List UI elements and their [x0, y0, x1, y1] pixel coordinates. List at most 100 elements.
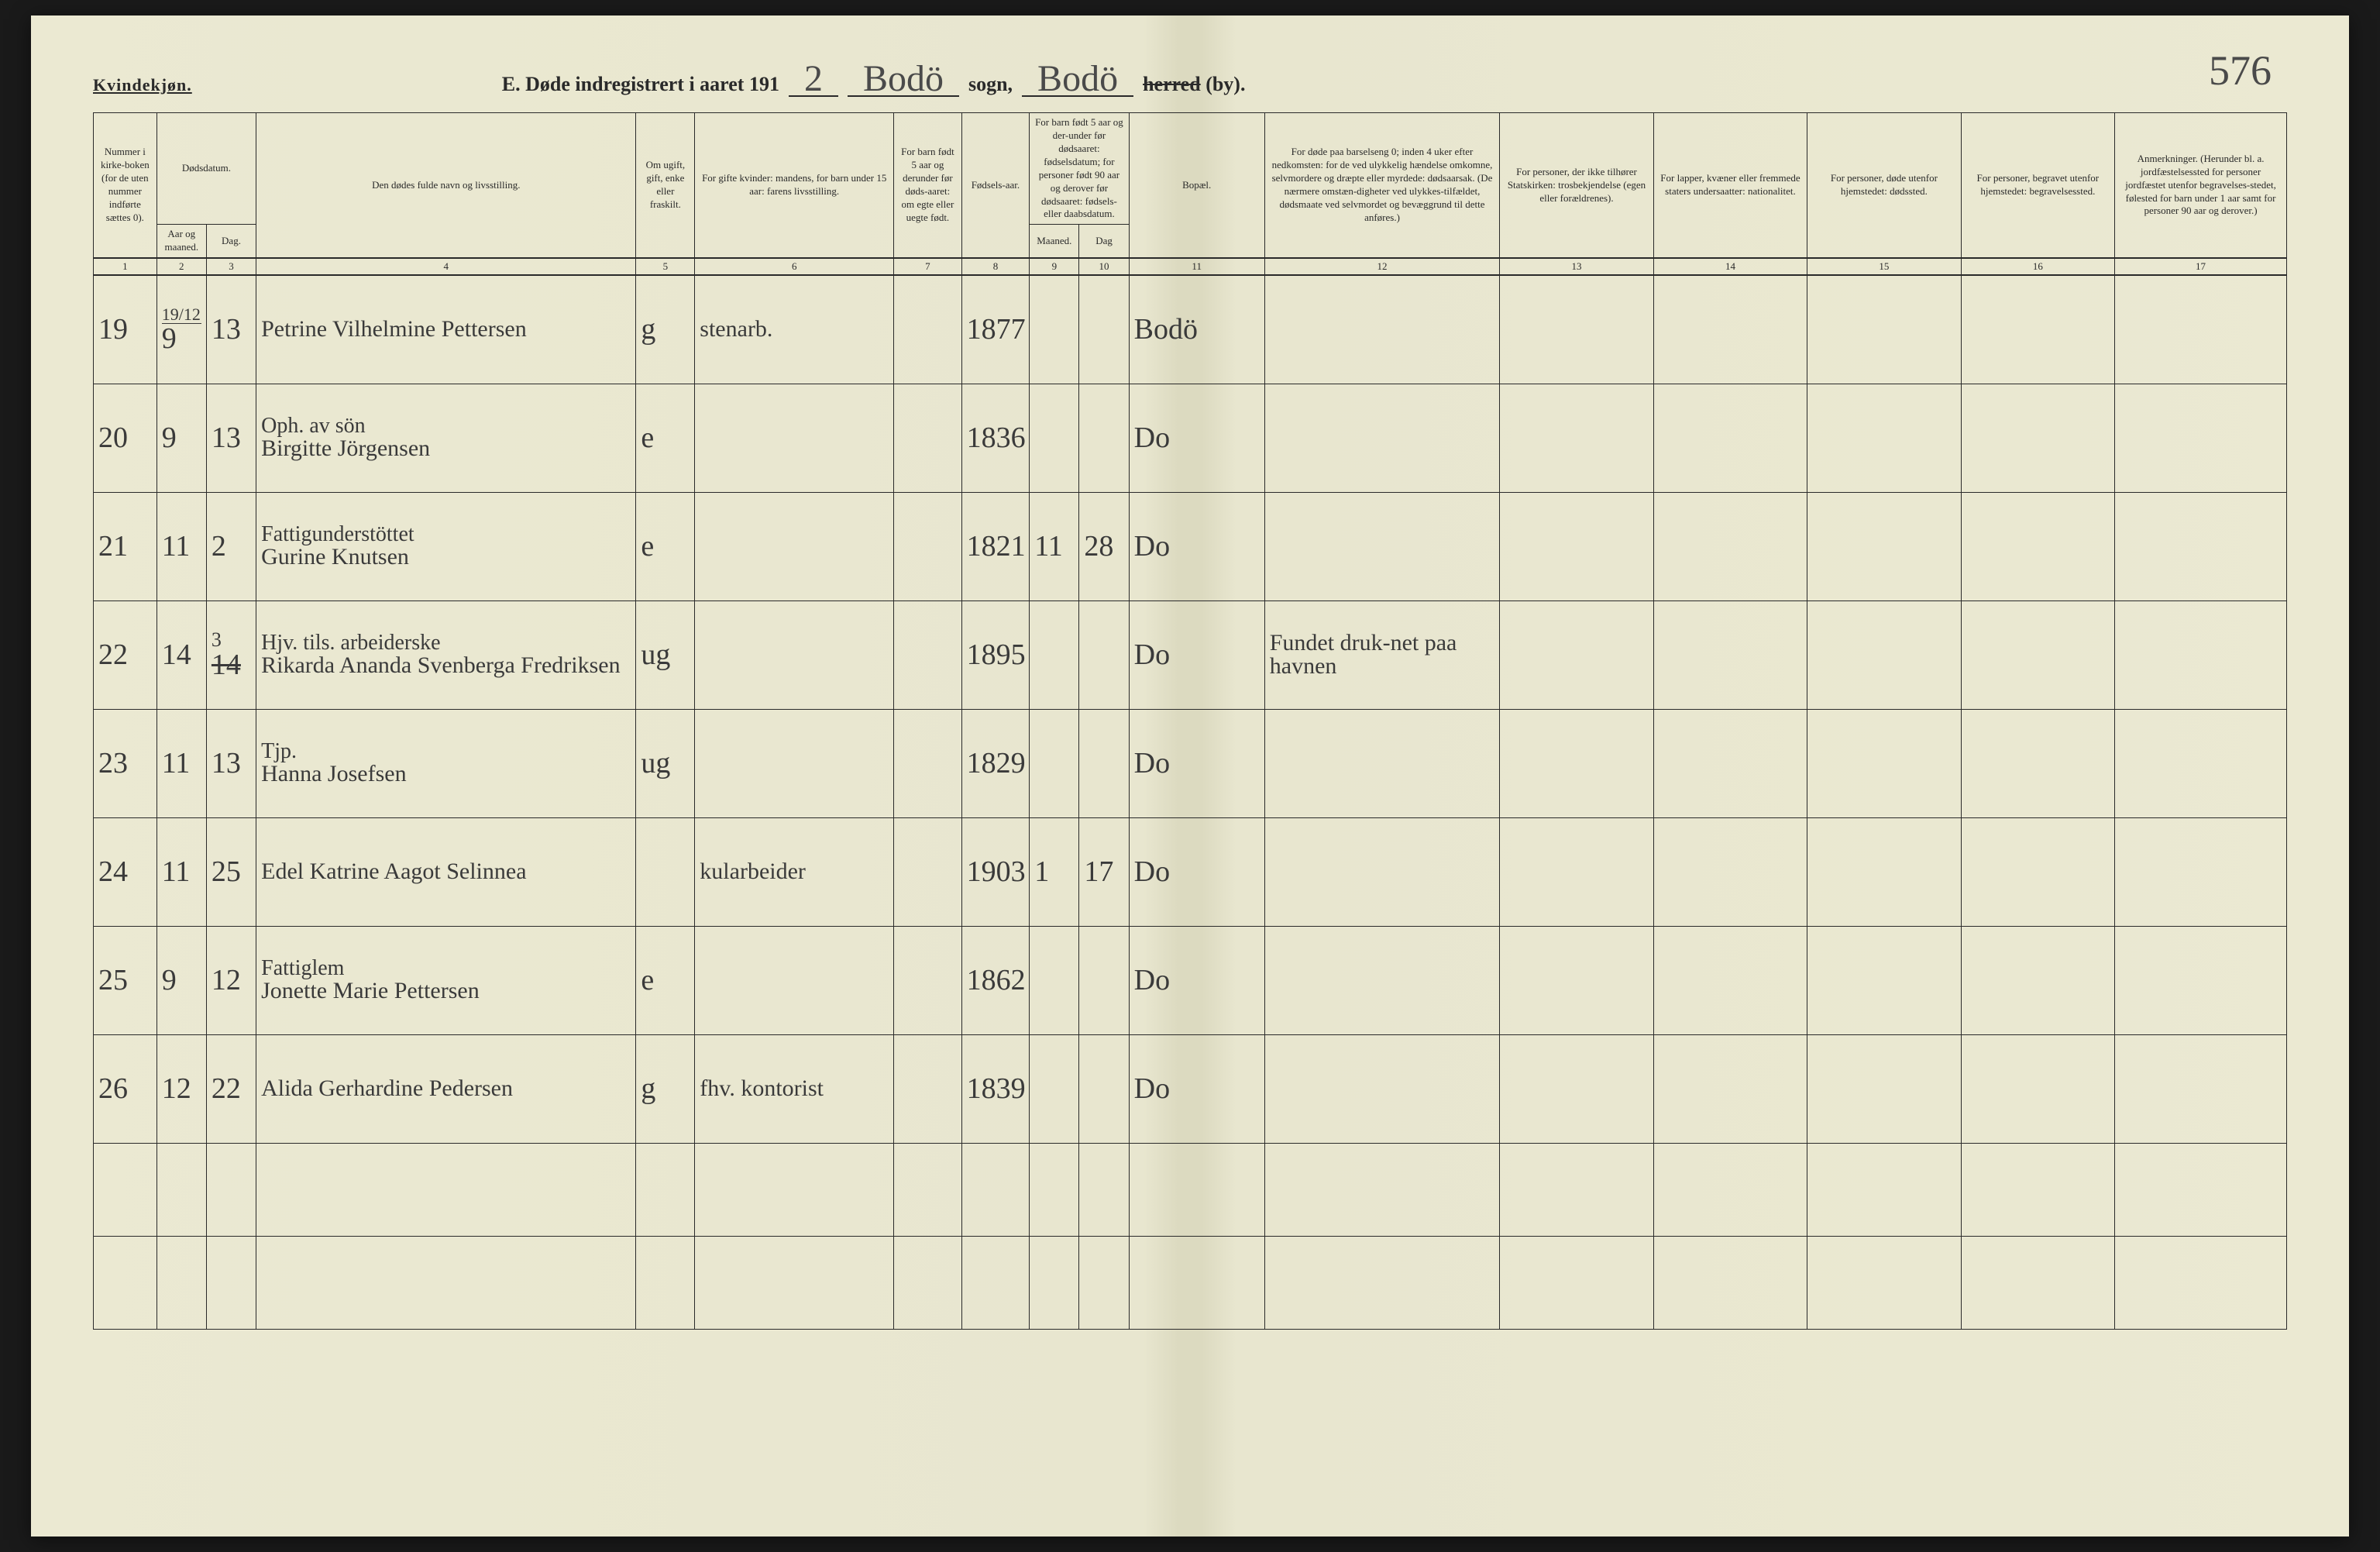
cell	[1807, 1236, 1961, 1329]
cell: 23	[94, 709, 157, 817]
cell: 19	[94, 275, 157, 384]
cell	[894, 492, 962, 600]
cell	[636, 1236, 695, 1329]
cell	[1500, 1236, 1653, 1329]
table-row: 20913Oph. av sönBirgitte Jörgensene1836D…	[94, 384, 2287, 492]
col-header: Aar og maaned.	[156, 225, 206, 258]
table-row: 25912FattiglemJonette Marie Pettersene18…	[94, 926, 2287, 1034]
column-numbers: 1 2 3 4 5 6 7 8 9 10 11 12 13 14 15 16 1…	[94, 258, 2287, 275]
cell	[1653, 600, 1807, 709]
cell	[1653, 709, 1807, 817]
cell: Edel Katrine Aagot Selinnea	[256, 817, 636, 926]
col-num: 5	[636, 258, 695, 275]
cell	[1500, 709, 1653, 817]
cell	[1653, 1143, 1807, 1236]
cell	[1807, 817, 1961, 926]
cell	[1264, 492, 1500, 600]
cell	[1961, 1236, 2114, 1329]
cell	[894, 1034, 962, 1143]
gender-label: Kvindekjøn.	[93, 75, 192, 95]
table-row: 21112FattigunderstöttetGurine Knutsene18…	[94, 492, 2287, 600]
cell: 25	[94, 926, 157, 1034]
cell: Do	[1129, 492, 1264, 600]
year-digit: 2	[789, 62, 838, 97]
cell: 13	[206, 275, 256, 384]
cell	[1961, 1034, 2114, 1143]
sogn-name: Bodö	[848, 62, 959, 97]
cell	[1264, 926, 1500, 1034]
cell: 1877	[961, 275, 1030, 384]
cell: 28	[1079, 492, 1129, 600]
cell: g	[636, 275, 695, 384]
cell	[2115, 384, 2287, 492]
cell	[1079, 1143, 1129, 1236]
cell: FattiglemJonette Marie Pettersen	[256, 926, 636, 1034]
col-num: 2	[156, 258, 206, 275]
cell	[695, 709, 894, 817]
cell	[1030, 1143, 1079, 1236]
cell	[1653, 1236, 1807, 1329]
cell: Do	[1129, 384, 1264, 492]
cell: e	[636, 926, 695, 1034]
table-row-empty	[94, 1143, 2287, 1236]
cell	[1264, 709, 1500, 817]
cell: 1	[1030, 817, 1079, 926]
cell	[1500, 926, 1653, 1034]
cell	[1030, 709, 1079, 817]
table-row-empty	[94, 1236, 2287, 1329]
cell	[1653, 1034, 1807, 1143]
cell: e	[636, 384, 695, 492]
cell	[1653, 275, 1807, 384]
herred-strike: herred	[1143, 73, 1201, 95]
cell	[894, 817, 962, 926]
cell: 22	[206, 1034, 256, 1143]
cell	[1030, 384, 1079, 492]
cell	[1079, 1236, 1129, 1329]
cell	[1807, 492, 1961, 600]
cell: Do	[1129, 1034, 1264, 1143]
cell	[1961, 492, 2114, 600]
cell	[1653, 817, 1807, 926]
cell	[1500, 1143, 1653, 1236]
cell	[695, 384, 894, 492]
cell: 12	[206, 926, 256, 1034]
cell: 24	[94, 817, 157, 926]
cell	[1264, 817, 1500, 926]
col-header: For personer, der ikke tilhører Statskir…	[1500, 113, 1653, 258]
cell: 13	[206, 709, 256, 817]
cell	[1653, 492, 1807, 600]
cell: Bodö	[1129, 275, 1264, 384]
cell	[1030, 926, 1079, 1034]
col-header: For gifte kvinder: mandens, for barn und…	[695, 113, 894, 258]
cell	[695, 1236, 894, 1329]
cell: fhv. kontorist	[695, 1034, 894, 1143]
cell	[1079, 709, 1129, 817]
col-header: Anmerkninger. (Herunder bl. a. jordfæste…	[2115, 113, 2287, 258]
col-header: For barn født 5 aar og derunder før døds…	[894, 113, 962, 258]
col-num: 11	[1129, 258, 1264, 275]
cell	[2115, 275, 2287, 384]
cell	[894, 384, 962, 492]
cell	[894, 275, 962, 384]
cell: stenarb.	[695, 275, 894, 384]
col-header: For personer, begravet utenfor hjemstede…	[1961, 113, 2114, 258]
col-num: 6	[695, 258, 894, 275]
cell	[1079, 384, 1129, 492]
col-num: 9	[1030, 258, 1079, 275]
cell: 314	[206, 600, 256, 709]
cell	[156, 1236, 206, 1329]
col-header: Dag.	[206, 225, 256, 258]
col-num: 7	[894, 258, 962, 275]
cell	[1961, 817, 2114, 926]
col-header: Fødsels-aar.	[961, 113, 1030, 258]
cell	[636, 1143, 695, 1236]
cell	[1961, 926, 2114, 1034]
cell: 25	[206, 817, 256, 926]
cell	[894, 600, 962, 709]
cell	[1807, 926, 1961, 1034]
cell	[1264, 384, 1500, 492]
col-num: 4	[256, 258, 636, 275]
table-row: 241125Edel Katrine Aagot Selinneakularbe…	[94, 817, 2287, 926]
cell	[2115, 817, 2287, 926]
cell: 11	[1030, 492, 1079, 600]
